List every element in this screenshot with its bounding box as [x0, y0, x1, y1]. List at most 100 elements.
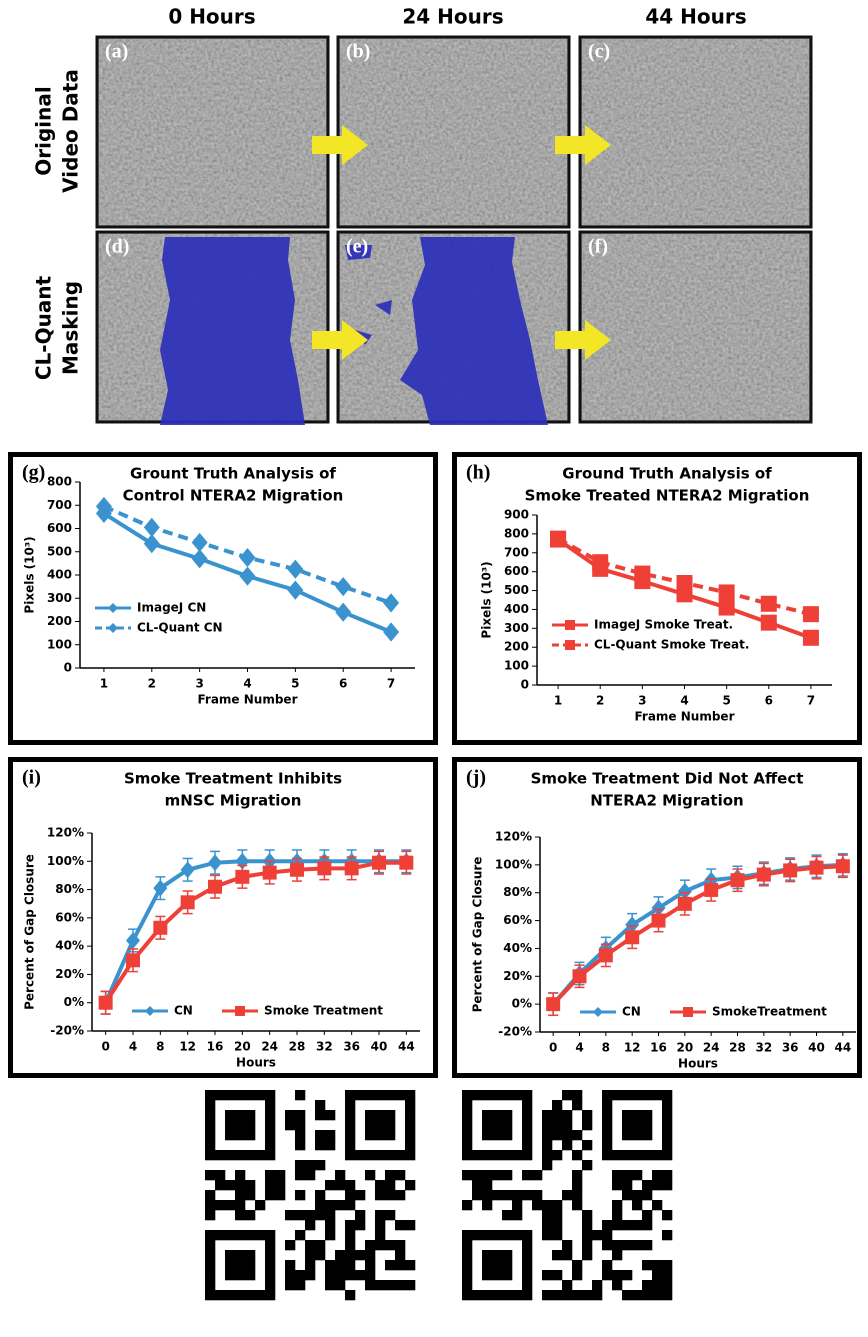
qr-module — [315, 1210, 326, 1221]
qr-module — [662, 1090, 673, 1101]
qr-module — [365, 1090, 376, 1101]
qr-module — [405, 1150, 416, 1161]
x-tick-label: 16 — [207, 1040, 224, 1054]
qr-module — [295, 1130, 306, 1141]
legend-marker — [683, 1007, 693, 1017]
legend-label: ImageJ Smoke Treat. — [594, 618, 733, 632]
qr-module — [542, 1140, 553, 1151]
point — [625, 916, 640, 934]
qr-module — [602, 1110, 613, 1121]
panel-label: (h) — [466, 462, 490, 484]
qr-module — [632, 1220, 643, 1231]
point — [208, 879, 222, 894]
qr-module — [235, 1150, 246, 1161]
qr-module — [532, 1190, 543, 1201]
qr-module — [662, 1290, 673, 1301]
qr-module — [235, 1260, 246, 1271]
qr-module — [265, 1240, 276, 1251]
qr-module — [662, 1280, 673, 1291]
qr-module — [205, 1190, 216, 1201]
qr-module — [265, 1120, 276, 1131]
qr-module — [265, 1090, 276, 1101]
point — [153, 920, 168, 935]
qr-module — [662, 1170, 673, 1181]
qr-module — [325, 1210, 336, 1221]
qr-module — [512, 1230, 523, 1241]
point — [835, 859, 850, 874]
qr-module — [245, 1180, 256, 1191]
x-tick-label: 44 — [834, 1041, 851, 1055]
qr-module — [492, 1150, 503, 1161]
y-tick-label: 0% — [512, 997, 532, 1011]
qr-module — [662, 1120, 673, 1131]
x-axis-label: Hours — [678, 1057, 718, 1071]
point — [235, 869, 250, 884]
qr-module — [462, 1110, 473, 1121]
qr-module — [542, 1110, 553, 1121]
qr-module — [385, 1280, 396, 1291]
qr-module — [642, 1290, 653, 1301]
charts: (g) Grount Truth Analysis of Control NTERA… — [8, 452, 862, 1078]
qr-module — [335, 1260, 346, 1271]
qr-module — [502, 1170, 513, 1181]
chart-title: Ground Truth Analysis of — [562, 465, 772, 483]
qr-module — [235, 1230, 246, 1241]
qr-module — [395, 1240, 406, 1251]
qr-module — [385, 1090, 396, 1101]
qr-module — [552, 1120, 563, 1131]
qr-module — [355, 1090, 366, 1101]
qr-module — [502, 1120, 513, 1131]
qr-module — [355, 1150, 366, 1161]
qr-module — [315, 1190, 326, 1201]
qr-module — [662, 1230, 673, 1241]
y-tick-label: 40% — [55, 939, 84, 953]
qr-module — [462, 1290, 473, 1301]
qr-module — [315, 1240, 326, 1251]
panel-label: (c) — [588, 41, 610, 63]
qr-module — [462, 1250, 473, 1261]
qr-module — [482, 1150, 493, 1161]
x-tick-label: 40 — [371, 1040, 388, 1054]
point — [287, 580, 304, 600]
qr-module — [572, 1180, 583, 1191]
qr-module — [622, 1190, 633, 1201]
qr-module — [572, 1290, 583, 1301]
qr-module — [215, 1180, 226, 1191]
qr-module — [365, 1240, 376, 1251]
qr-module — [492, 1290, 503, 1301]
qr-module — [225, 1250, 236, 1261]
x-tick-label: 1 — [554, 694, 562, 708]
qr-module — [542, 1220, 553, 1231]
qr-module — [632, 1240, 643, 1251]
point — [546, 997, 561, 1012]
qr-module — [375, 1180, 386, 1191]
qr-module — [345, 1220, 356, 1231]
qr-module — [225, 1290, 236, 1301]
qr-module — [552, 1220, 563, 1231]
point — [143, 517, 160, 537]
point — [651, 913, 666, 928]
qr-module — [612, 1270, 623, 1281]
qr-module — [602, 1270, 613, 1281]
x-tick-label: 20 — [234, 1040, 251, 1054]
qr-module — [375, 1090, 386, 1101]
point — [598, 948, 613, 963]
qr-module — [622, 1110, 633, 1121]
qr-module — [395, 1190, 406, 1201]
point — [550, 530, 567, 547]
qr-module — [335, 1250, 346, 1261]
y-tick-label: 120% — [495, 830, 532, 844]
chart-title: NTERA2 Migration — [590, 792, 743, 810]
cell-texture — [582, 234, 809, 420]
qr-module — [542, 1120, 553, 1131]
qr-module — [305, 1240, 316, 1251]
qr-module — [225, 1110, 236, 1121]
qr-module — [405, 1280, 416, 1291]
qr-module — [385, 1120, 396, 1131]
qr-module — [205, 1130, 216, 1141]
qr-module — [512, 1190, 523, 1201]
qr-module — [602, 1100, 613, 1111]
qr-module — [315, 1100, 326, 1111]
panel-label: (a) — [105, 41, 128, 63]
qr-module — [572, 1260, 583, 1271]
